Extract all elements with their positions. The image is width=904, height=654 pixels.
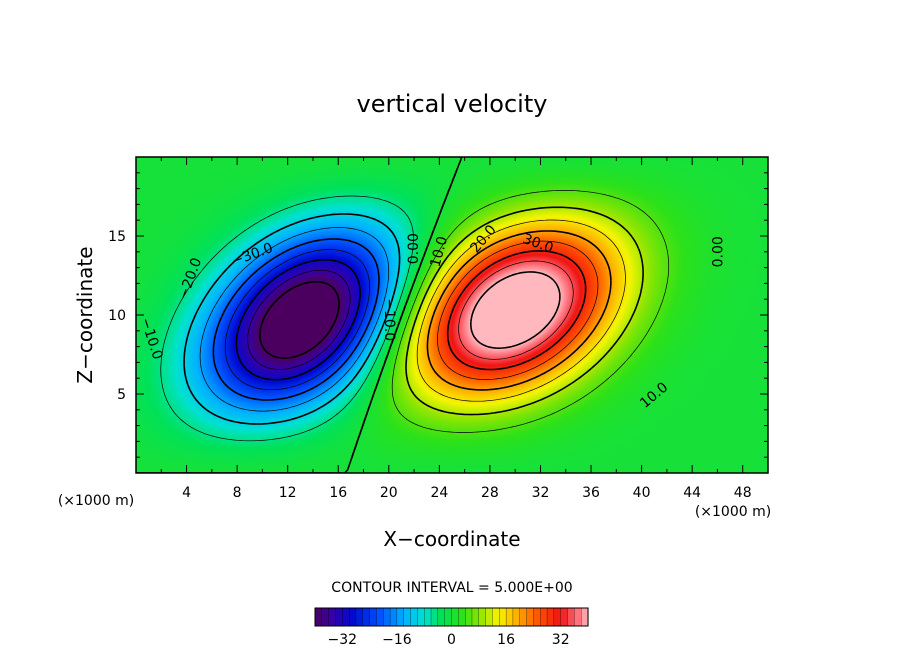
colorbar-swatch — [540, 607, 548, 627]
contour-line — [199, 227, 390, 412]
x-tick-label: 4 — [182, 485, 191, 501]
colorbar-swatch — [485, 607, 494, 627]
contour-interval-text: CONTOUR INTERVAL = 5.000E+00 — [331, 580, 572, 596]
colorbar-swatch — [321, 607, 330, 627]
colorbar-tick-label: −16 — [382, 632, 412, 648]
colorbar-swatch — [553, 607, 562, 627]
contour-line — [212, 238, 380, 401]
colorbar-swatch — [376, 607, 384, 627]
colorbar-swatch — [533, 607, 541, 627]
x-axis-label: X−coordinate — [383, 527, 520, 551]
colorbar-swatch — [369, 607, 377, 627]
y-tick-label: 15 — [108, 229, 126, 245]
colorbar-swatch — [437, 607, 446, 627]
colorbar-swatch — [430, 607, 439, 627]
chart-title: vertical velocity — [357, 90, 548, 118]
colorbar-frame — [314, 607, 589, 627]
contour-line — [235, 259, 361, 381]
colorbar-swatch — [464, 607, 473, 627]
contour-line — [458, 260, 574, 360]
contour-line — [224, 249, 370, 391]
x-tick-label: 28 — [481, 485, 499, 501]
colorbar-swatch — [417, 607, 425, 627]
contour-line — [426, 230, 612, 391]
x-unit-label-right: (×1000 m) — [695, 504, 771, 520]
colorbar-swatch — [389, 607, 398, 627]
colorbar-tick-label: −32 — [328, 632, 358, 648]
x-tick-label: 36 — [582, 485, 600, 501]
contour-label: 10.0 — [428, 235, 452, 269]
colorbar-swatch — [492, 607, 500, 627]
contour-line — [259, 280, 340, 359]
colorbar-swatch — [328, 607, 337, 627]
colorbar-swatch — [526, 607, 534, 627]
x-axis-ticks: 4 8 12 16 20 24 28 32 36 40 44 48 — [160, 157, 752, 501]
x-tick-label: 48 — [734, 485, 752, 501]
contour-line — [446, 250, 587, 371]
contour-label: 0.00 — [711, 236, 727, 267]
colorbar-swatch — [362, 607, 371, 627]
colorbar: −32 −16 0 16 32 — [314, 607, 589, 648]
y-tick-label: 5 — [117, 387, 126, 403]
colorbar-swatch — [567, 607, 575, 627]
x-tick-label: 12 — [279, 485, 297, 501]
colorbar-swatch — [335, 607, 343, 627]
colorbar-swatch — [471, 607, 480, 627]
colorbar-swatch — [348, 607, 357, 627]
x-tick-label: 24 — [430, 485, 448, 501]
zero-contour-line — [136, 169, 458, 473]
colorbar-swatch — [478, 607, 487, 627]
x-tick-label: 20 — [380, 485, 398, 501]
colorbar-swatch — [355, 607, 364, 627]
colorbar-swatch — [581, 607, 589, 627]
colorbar-swatch — [314, 607, 323, 627]
y-axis-label: Z−coordinate — [73, 246, 97, 383]
contour-line — [437, 240, 599, 380]
colorbar-tick-label: 16 — [497, 632, 515, 648]
x-unit-label-left: (×1000 m) — [58, 493, 134, 509]
contour-label: −10.0 — [381, 298, 397, 341]
contour-label: 0.00 — [406, 233, 422, 264]
contour-line — [247, 269, 351, 370]
y-axis-ticks: 5 10 15 — [108, 172, 768, 458]
contour-line — [405, 206, 644, 416]
colorbar-swatch — [410, 607, 418, 627]
colorbar-tick-label: 32 — [552, 632, 570, 648]
colorbar-swatch — [424, 607, 432, 627]
colorbar-tick-label: 0 — [447, 632, 456, 648]
contour-line — [416, 219, 626, 402]
colorbar-swatch — [444, 607, 453, 627]
contour-fill — [136, 157, 768, 473]
x-tick-label: 44 — [683, 485, 701, 501]
contour-line — [160, 195, 414, 442]
contour-lines — [136, 157, 670, 473]
colorbar-swatch — [546, 607, 555, 627]
colorbar-swatch — [383, 607, 391, 627]
colorbar-swatch — [458, 607, 466, 627]
colorbar-swatch — [451, 607, 459, 627]
x-tick-label: 32 — [532, 485, 550, 501]
colorbar-swatch — [403, 607, 412, 627]
x-tick-label: 16 — [329, 485, 347, 501]
colorbar-swatch — [574, 607, 582, 627]
colorbar-swatch — [396, 607, 405, 627]
colorbar-swatch — [560, 607, 569, 627]
x-tick-label: 8 — [233, 485, 242, 501]
colorbar-swatch — [519, 607, 528, 627]
contour-line — [470, 271, 561, 349]
contour-line — [183, 213, 401, 425]
y-tick-label: 10 — [108, 308, 126, 324]
colorbar-swatch — [505, 607, 514, 627]
contour-line — [391, 190, 670, 433]
colorbar-swatch — [342, 607, 350, 627]
colorbar-swatch — [499, 607, 507, 627]
x-tick-label: 40 — [633, 485, 651, 501]
colorbar-swatch — [512, 607, 521, 627]
